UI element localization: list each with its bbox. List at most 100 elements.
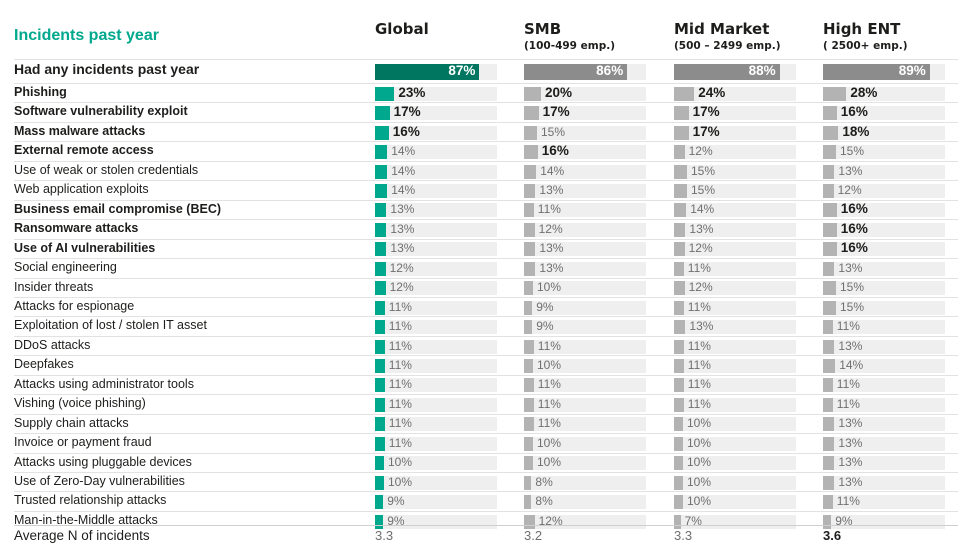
bar-track bbox=[375, 300, 497, 315]
data-label: 12% bbox=[688, 280, 713, 295]
data-label: 11% bbox=[687, 377, 711, 392]
data-label: 16% bbox=[840, 220, 868, 236]
column-header-name: High ENT bbox=[823, 20, 901, 38]
bar-cell-mid-market: 12% bbox=[674, 144, 796, 160]
bar-cell-global: 10% bbox=[375, 455, 497, 471]
bar-track bbox=[524, 417, 646, 432]
row-divider bbox=[14, 180, 958, 182]
data-label: 12% bbox=[389, 260, 414, 275]
bar-cell-global: 17% bbox=[375, 104, 497, 121]
bar bbox=[524, 242, 536, 257]
data-label: 10% bbox=[537, 358, 562, 373]
bar-track bbox=[823, 106, 945, 121]
bar-cell-smb: 13% bbox=[524, 261, 646, 276]
bar-cell-smb: 20% bbox=[524, 85, 646, 101]
data-label: 12% bbox=[837, 182, 862, 197]
row-label: Vishing (voice phishing) bbox=[14, 396, 146, 411]
data-label: 12% bbox=[538, 221, 563, 236]
column-header-subtitle: (100-499 emp.) bbox=[524, 40, 616, 52]
bar bbox=[823, 417, 835, 432]
bar-cell-global: 12% bbox=[375, 260, 497, 276]
data-label: 23% bbox=[398, 84, 426, 100]
bar bbox=[674, 378, 684, 393]
table-row: External remote access 14% 16% 12% 15% bbox=[0, 141, 960, 160]
bar-track bbox=[674, 378, 796, 393]
column-header-name: Mid Market bbox=[674, 20, 770, 38]
row-label: Use of Zero-Day vulnerabilities bbox=[14, 474, 185, 488]
row-divider bbox=[14, 452, 958, 454]
bar bbox=[524, 222, 535, 237]
bar bbox=[524, 378, 534, 393]
row-divider bbox=[14, 102, 958, 104]
data-label: 14% bbox=[391, 182, 416, 197]
bar bbox=[823, 242, 837, 257]
average-value-mid-market: 3.3 bbox=[674, 528, 693, 543]
bar bbox=[375, 456, 384, 471]
bar-cell-smb: 9% bbox=[524, 319, 646, 335]
bar bbox=[524, 475, 532, 490]
data-label: 13% bbox=[539, 182, 564, 197]
bar-track bbox=[823, 145, 945, 160]
data-label: 13% bbox=[838, 474, 863, 489]
data-label: 10% bbox=[687, 474, 712, 489]
bar-cell-mid-market: 15% bbox=[674, 164, 796, 179]
bar bbox=[823, 261, 835, 276]
table-row: Attacks using administrator tools 11% 11% 1… bbox=[0, 374, 960, 394]
bar bbox=[674, 359, 684, 374]
bar-cell-high-ent: 15% bbox=[823, 300, 945, 315]
bar bbox=[823, 203, 837, 218]
data-label: 10% bbox=[388, 455, 413, 470]
bar bbox=[674, 86, 695, 101]
bar bbox=[674, 222, 686, 237]
bar bbox=[674, 397, 684, 412]
row-divider bbox=[14, 335, 958, 337]
data-label: 16% bbox=[392, 123, 420, 139]
bar-track bbox=[823, 86, 945, 101]
bar-track bbox=[674, 261, 796, 276]
bar-cell-smb: 13% bbox=[524, 182, 646, 198]
bar bbox=[375, 514, 384, 529]
bar bbox=[375, 359, 385, 374]
bar-cell-smb: 11% bbox=[524, 397, 646, 412]
bar-cell-mid-market: 24% bbox=[674, 85, 796, 101]
row-divider bbox=[14, 199, 958, 201]
bar-cell-high-ent: 15% bbox=[823, 280, 945, 296]
data-label: 12% bbox=[538, 513, 563, 528]
bar-cell-smb: 12% bbox=[524, 221, 646, 237]
bar bbox=[823, 397, 833, 412]
bar-track bbox=[823, 417, 945, 432]
bar-track bbox=[823, 397, 945, 412]
bar-cell-high-ent: 16% bbox=[823, 220, 945, 237]
bar bbox=[524, 397, 534, 412]
row-label: Use of weak or stolen credentials bbox=[14, 162, 199, 177]
bar-track bbox=[674, 300, 796, 315]
bar bbox=[674, 514, 681, 529]
row-label: Insider threats bbox=[14, 279, 94, 294]
bar bbox=[375, 475, 384, 490]
bar bbox=[524, 339, 534, 354]
bar bbox=[524, 164, 537, 179]
row-label: DDoS attacks bbox=[14, 337, 91, 352]
row-divider bbox=[14, 121, 958, 123]
data-label: 11% bbox=[687, 358, 711, 373]
bar-cell-high-ent: 16% bbox=[823, 201, 945, 218]
bar-cell-smb: 11% bbox=[524, 416, 646, 432]
bar-track bbox=[823, 281, 945, 296]
bar-track bbox=[674, 125, 796, 140]
row-label: Phishing bbox=[14, 85, 67, 99]
bar bbox=[823, 495, 833, 510]
bar-cell-high-ent: 15% bbox=[823, 144, 945, 160]
data-label: 13% bbox=[838, 338, 863, 353]
row-divider bbox=[14, 316, 958, 318]
row-divider bbox=[14, 510, 958, 512]
bar bbox=[375, 64, 480, 80]
column-header-subtitle: (500 – 2499 emp.) bbox=[674, 40, 781, 52]
column-header-name: SMB bbox=[524, 20, 562, 38]
bar-track bbox=[674, 397, 796, 412]
bar-track bbox=[524, 495, 646, 510]
data-label: 10% bbox=[687, 494, 712, 509]
bar-cell-mid-market: 12% bbox=[674, 280, 796, 296]
bar bbox=[524, 514, 535, 529]
bar-track bbox=[375, 339, 497, 354]
bar-track bbox=[674, 359, 796, 374]
